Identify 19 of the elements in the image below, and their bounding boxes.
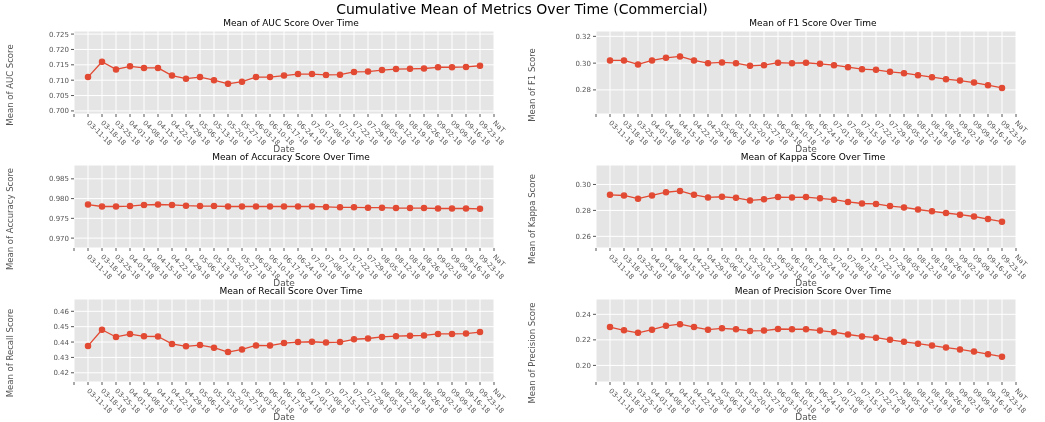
text: Cumulative Mean of Metrics Over Time (Commercial) <box>336 1 708 17</box>
y-axis-title: Mean of Precision Score <box>527 302 537 404</box>
y-axis-title: Mean of Kappa Score <box>527 174 537 264</box>
chart-title: Mean of Precision Score Over Time <box>733 286 893 297</box>
x-axis-title: Date <box>795 412 818 422</box>
chart-title: Mean of Accuracy Score Over Time <box>211 152 371 163</box>
chart-title: Mean of Recall Score Over Time <box>218 286 364 297</box>
y-axis-title: Mean of AUC Score <box>5 44 15 126</box>
chart-title: Mean of F1 Score Over Time <box>748 18 878 29</box>
y-axis-title: Mean of Recall Score <box>5 308 15 398</box>
x-axis-title: Date <box>273 278 296 288</box>
x-axis-title: Date <box>795 144 818 154</box>
y-axis-title: Mean of F1 Score <box>527 48 537 122</box>
x-axis-title: Date <box>273 412 296 422</box>
x-axis-title: Date <box>795 278 818 288</box>
chart-title: Mean of AUC Score Over Time <box>222 18 360 29</box>
x-axis-title: Date <box>273 144 296 154</box>
chart-title: Mean of Kappa Score Over Time <box>739 152 887 163</box>
y-axis-title: Mean of Accuracy Score <box>5 167 15 271</box>
